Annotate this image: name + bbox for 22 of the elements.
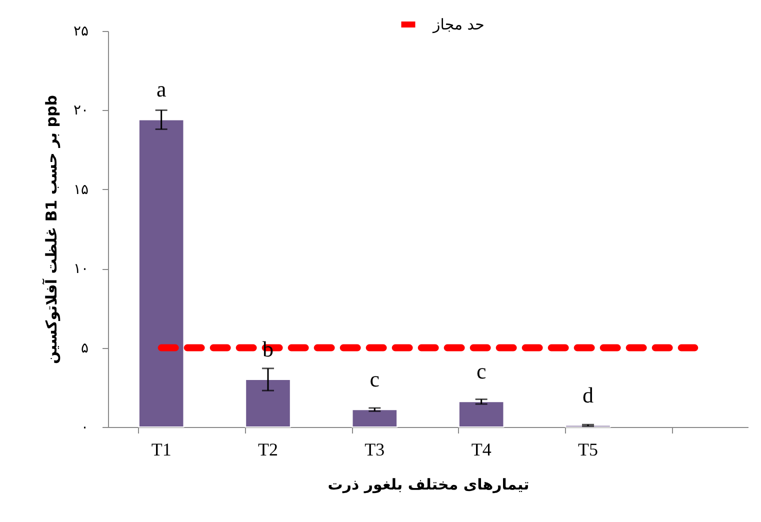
bar (458, 401, 504, 428)
x-tick-label: T4 (471, 440, 492, 460)
y-tick-label: ۱۰ (73, 261, 88, 278)
x-tick-label: T5 (578, 440, 598, 460)
annotation: a (156, 76, 166, 102)
x-axis-title: تیمارهای مختلف بلغور ذرت (328, 476, 530, 494)
y-tick-label: ۲۵ (73, 24, 88, 40)
annotation: c (476, 358, 486, 384)
y-axis-title: غلظت آفلاتوکسین B1 بر حسب ppb (41, 94, 60, 364)
annotation: d (582, 382, 594, 408)
bar (245, 378, 291, 428)
x-tick-label: T1 (151, 440, 172, 460)
y-tick-label: ۰ (80, 420, 88, 436)
x-tick-label: T2 (258, 440, 278, 460)
x-tick-label: T3 (364, 440, 385, 460)
annotation: c (370, 366, 380, 392)
y-tick-label: ۵ (80, 340, 88, 356)
bar (352, 409, 398, 428)
y-tick-label: ۱۵ (73, 182, 88, 198)
legend-label: حد مجاز (432, 16, 484, 34)
bar (138, 119, 184, 428)
y-tick-label: ۲۰ (73, 102, 88, 119)
